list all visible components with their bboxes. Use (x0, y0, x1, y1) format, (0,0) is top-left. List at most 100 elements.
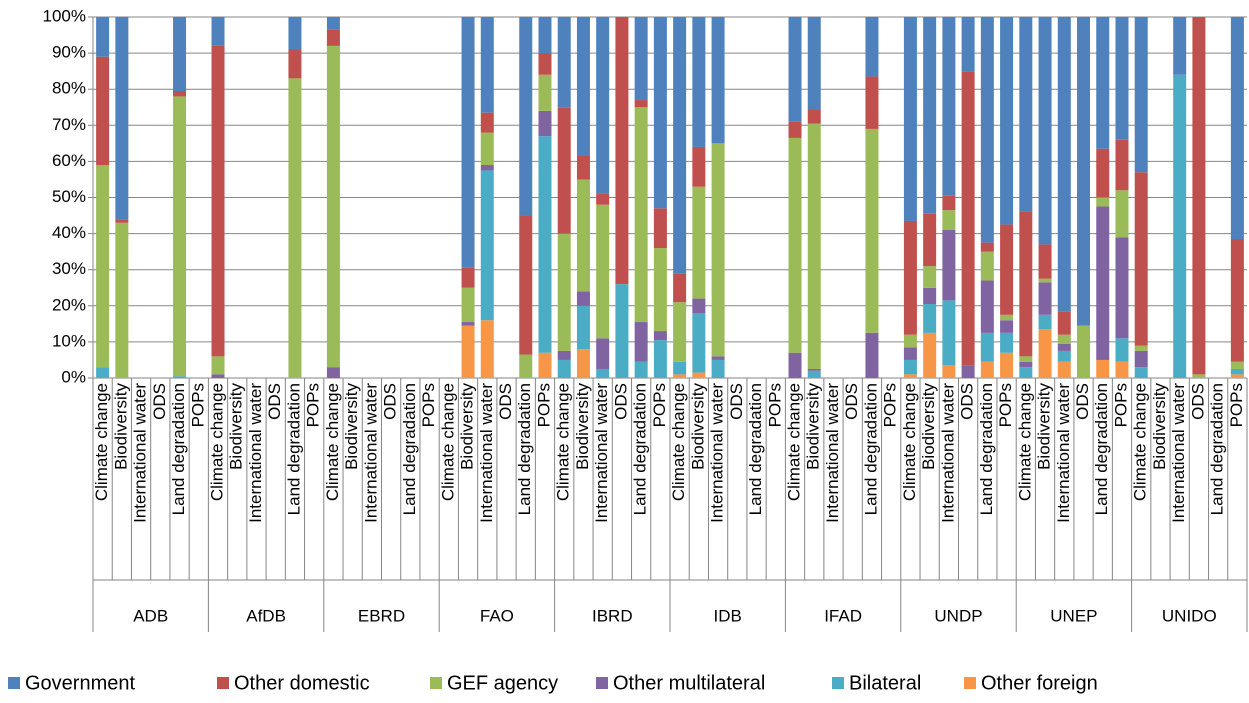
x-tick-label: Climate change (208, 383, 227, 501)
y-tick-label: 10% (52, 331, 86, 350)
bar-segment (634, 322, 648, 362)
bar-segment (557, 107, 571, 234)
bar-segment (173, 17, 187, 92)
x-tick-label: Land degradation (284, 383, 303, 515)
group-label: EBRD (358, 606, 405, 625)
x-tick-label: International water (131, 383, 150, 523)
bar-segment (1096, 206, 1110, 360)
bar-segment (1115, 17, 1129, 140)
bar-segment (903, 334, 917, 348)
bar-segment (1230, 361, 1244, 369)
bar-segment (615, 17, 629, 285)
bar-segment (557, 350, 571, 360)
bar-segment (557, 359, 571, 378)
group-label: IBRD (592, 606, 633, 625)
bar-segment (1173, 74, 1187, 378)
bar-segment (1019, 211, 1033, 357)
bar-segment (1019, 367, 1033, 378)
x-tick-label: ODS (611, 383, 630, 420)
bar-segment (1134, 172, 1148, 346)
bar-segment (326, 45, 340, 368)
bar-segment (461, 287, 475, 323)
bar-segment (1077, 17, 1091, 326)
bar-segment (807, 109, 821, 124)
bar-segment (596, 193, 610, 205)
bar-segment (326, 17, 340, 30)
legend-swatch (964, 677, 976, 689)
bar-segment (923, 287, 937, 304)
bar-segment (596, 204, 610, 339)
bar-segment (673, 302, 687, 362)
bar-segment (538, 74, 552, 111)
bar-segment (538, 352, 552, 378)
x-tick-label: POPs (765, 383, 784, 427)
bar-segment (807, 17, 821, 110)
x-tick-label: POPs (534, 383, 553, 427)
bar-segment (692, 372, 706, 378)
x-tick-label: Biodiversity (1035, 383, 1054, 470)
bar-segment (576, 305, 590, 350)
bar-segment (480, 165, 494, 171)
bar-segment (788, 121, 802, 138)
bar-segment (115, 17, 129, 220)
legend-label: GEF agency (447, 672, 558, 694)
bar-segment (653, 340, 667, 378)
x-tick-label: ODS (1188, 383, 1207, 420)
bar-segment (1038, 278, 1052, 283)
bar-segment (1134, 367, 1148, 378)
x-tick-label: Biodiversity (919, 383, 938, 470)
group-label: UNDP (934, 606, 982, 625)
bar-segment (1096, 148, 1110, 198)
y-tick-label: 100% (43, 6, 86, 25)
bar-segment (1230, 239, 1244, 362)
legend-label: Bilateral (849, 672, 921, 694)
group-label: AfDB (246, 606, 286, 625)
bar-segment (1019, 17, 1033, 212)
bar-segment (1057, 334, 1071, 344)
bar-segment (923, 213, 937, 267)
bar-segment (1096, 359, 1110, 378)
x-tick-label: International water (361, 383, 380, 523)
bar-segment (576, 17, 590, 156)
bar-segment (288, 17, 302, 50)
bar-segment (519, 354, 533, 378)
bar-segment (788, 137, 802, 353)
bar-segment (653, 17, 667, 209)
bar-segment (211, 45, 225, 357)
x-tick-label: Land degradation (169, 383, 188, 515)
bar-segment (692, 17, 706, 147)
bar-segment (923, 266, 937, 288)
group-label: IDB (714, 606, 742, 625)
group-label: UNIDO (1162, 606, 1217, 625)
y-tick-label: 50% (52, 187, 86, 206)
bar-segment (673, 361, 687, 375)
bar-segment (538, 17, 552, 54)
bar-segment (923, 303, 937, 333)
x-tick-label: Land degradation (861, 383, 880, 515)
bar-segment (480, 170, 494, 321)
bar-segment (288, 78, 302, 379)
bar-segment (673, 374, 687, 378)
x-tick-label: POPs (881, 383, 900, 427)
bar-segment (653, 331, 667, 341)
bar-segment (115, 222, 129, 378)
bar-segment (576, 349, 590, 378)
bar-segment (461, 267, 475, 288)
x-tick-label: Biodiversity (1150, 383, 1169, 470)
bar-segment (807, 368, 821, 371)
bar-segment (653, 248, 667, 332)
bar-segment (538, 53, 552, 75)
y-tick-label: 70% (52, 115, 86, 134)
x-tick-label: Biodiversity (804, 383, 823, 470)
legend-swatch (430, 677, 442, 689)
bar-segment (865, 76, 879, 129)
bar-segment (326, 29, 340, 46)
bar-segment (1134, 345, 1148, 351)
y-tick-label: 30% (52, 259, 86, 278)
x-tick-label: International water (246, 383, 265, 523)
bar-segment (1000, 314, 1014, 321)
bar-segment (1038, 244, 1052, 279)
x-tick-label: ODS (381, 383, 400, 420)
group-label: UNEP (1050, 606, 1097, 625)
bar-segment (788, 17, 802, 122)
